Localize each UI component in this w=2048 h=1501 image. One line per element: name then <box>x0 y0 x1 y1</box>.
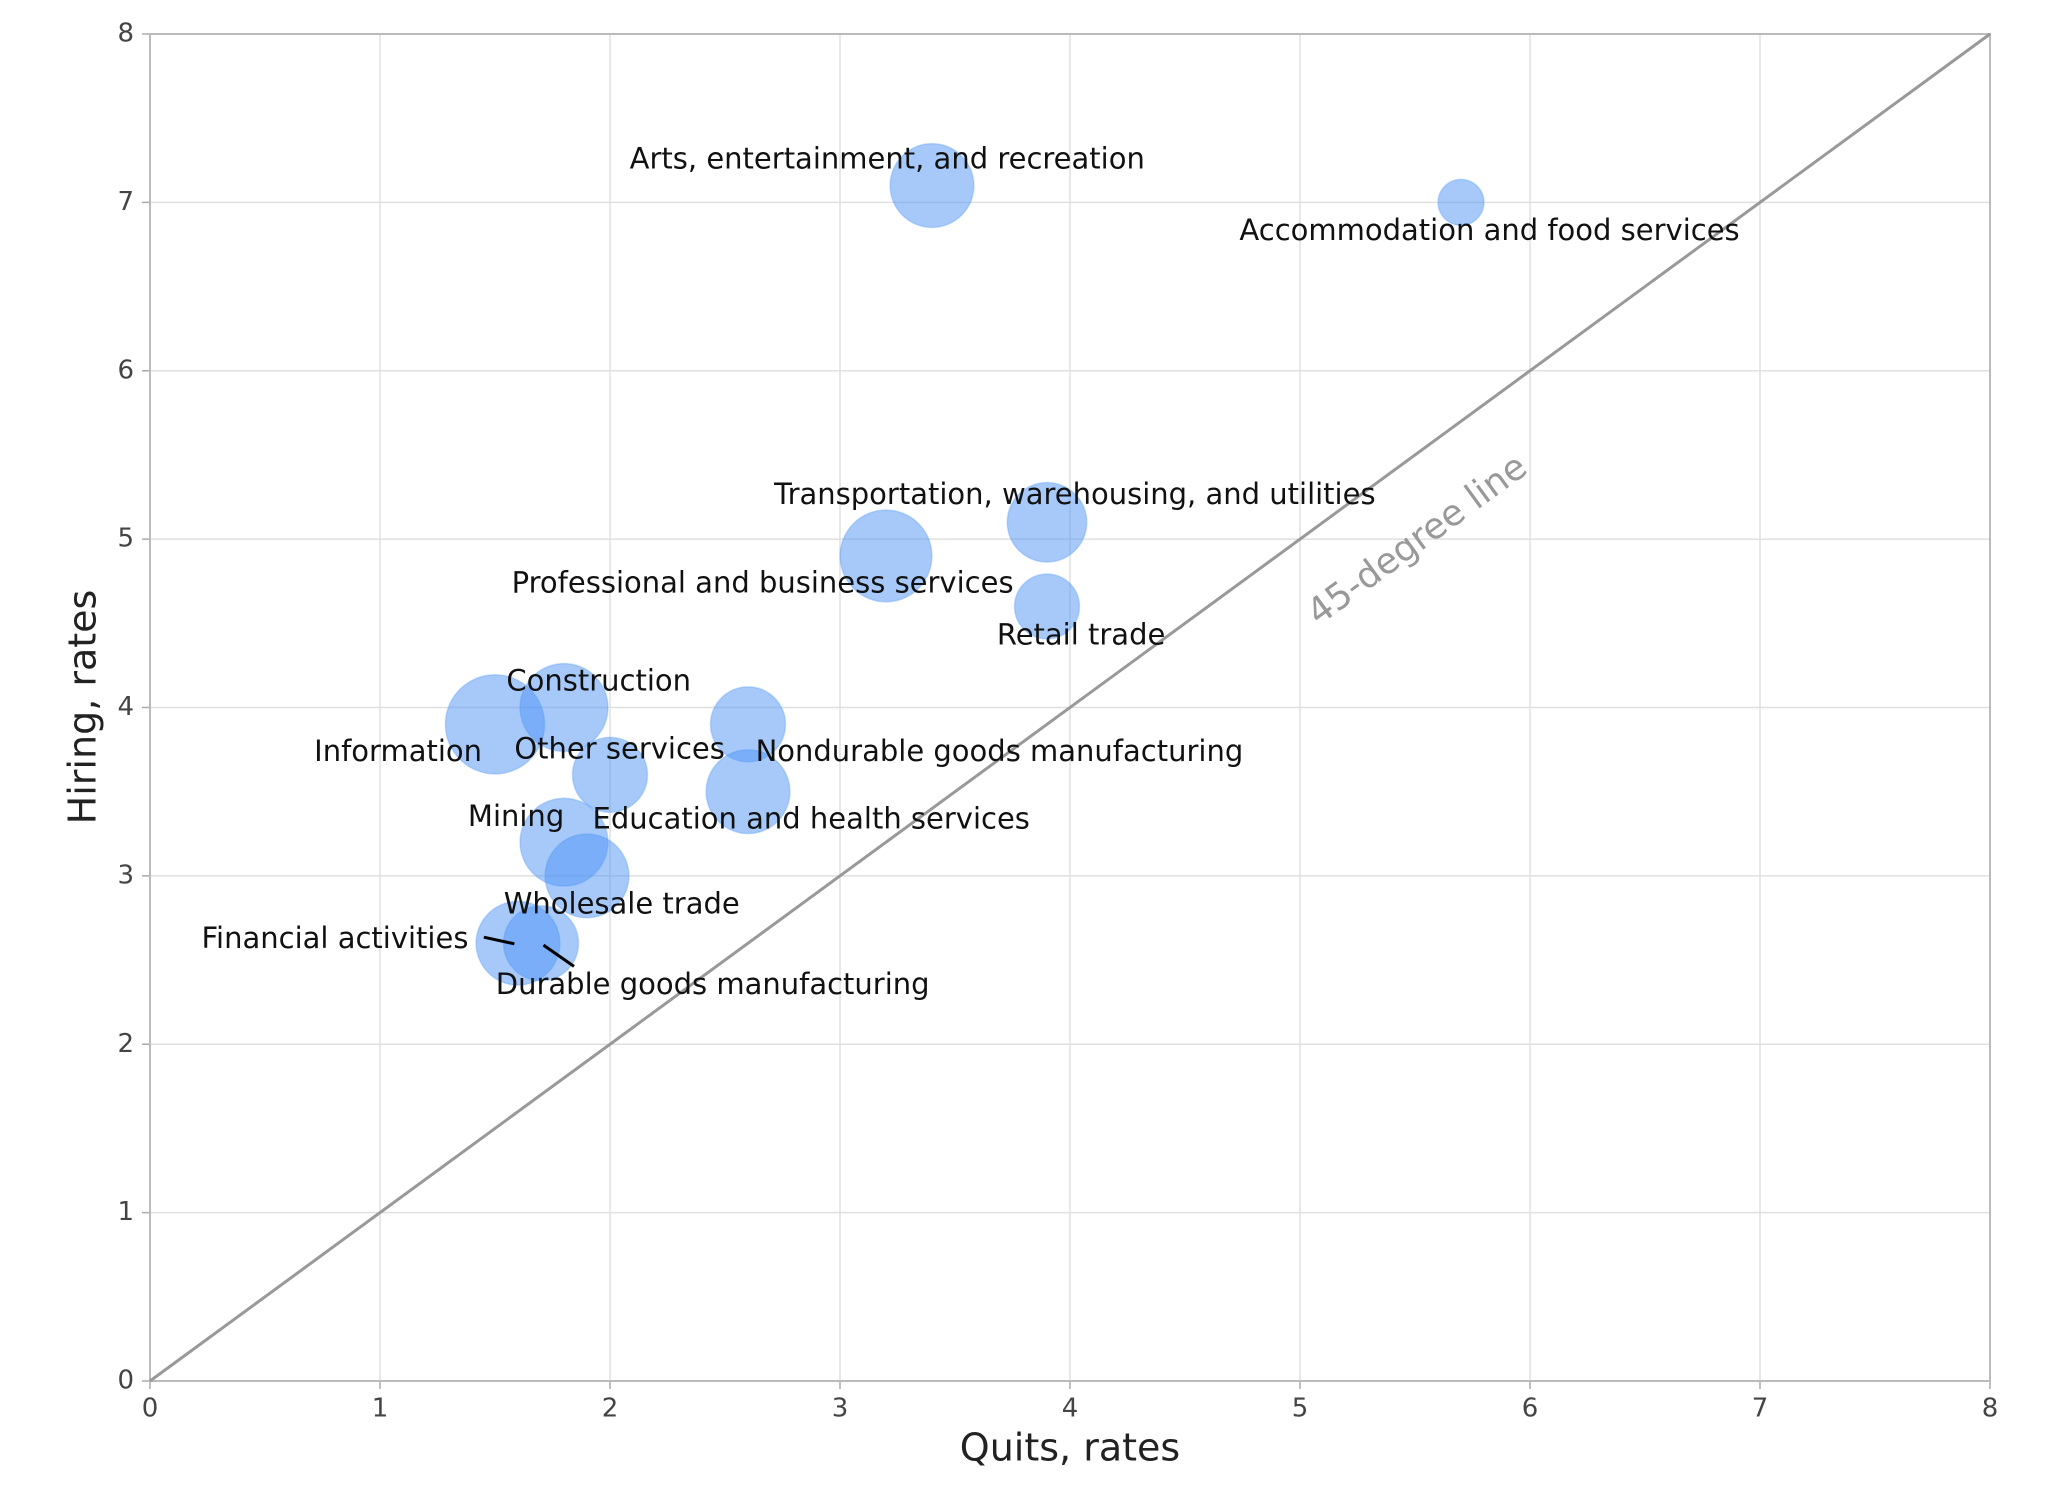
bubble <box>889 142 975 229</box>
x-tick-label: 0 <box>142 1394 159 1424</box>
point-label: Wholesale trade <box>504 886 740 920</box>
x-tick-label: 4 <box>1062 1394 1079 1424</box>
point-label: Mining <box>468 799 564 833</box>
y-tick-label: 3 <box>117 860 134 890</box>
bubble <box>1437 178 1485 227</box>
point-label: Professional and business services <box>512 566 1014 600</box>
bubble <box>1006 481 1088 563</box>
bubble <box>1013 573 1081 640</box>
point-label: Construction <box>506 664 691 698</box>
bubble <box>444 673 546 775</box>
point-label: Arts, entertainment, and recreation <box>630 141 1145 175</box>
y-tick-label: 5 <box>117 524 134 554</box>
y-tick-label: 8 <box>117 19 134 49</box>
x-axis-title: Quits, rates <box>960 1426 1180 1470</box>
plot-frame <box>149 33 1991 1382</box>
x-tick-label: 8 <box>1982 1394 1999 1424</box>
bubble <box>544 833 630 919</box>
bubble <box>502 904 580 982</box>
point-label: Accommodation and food services <box>1239 213 1739 247</box>
y-tick-label: 6 <box>117 355 134 385</box>
x-tick-label: 7 <box>1752 1394 1769 1424</box>
point-label: Education and health services <box>593 802 1030 836</box>
y-tick-label: 1 <box>117 1197 134 1227</box>
point-label: Financial activities <box>201 921 468 955</box>
x-tick-label: 5 <box>1292 1394 1309 1424</box>
y-tick-label: 0 <box>117 1366 134 1396</box>
point-label: Retail trade <box>997 617 1165 651</box>
point-label: Nondurable goods manufacturing <box>756 734 1244 768</box>
leader-line <box>483 935 515 946</box>
leader-line <box>542 943 575 968</box>
point-label: Information <box>314 734 482 768</box>
y-tick-label: 7 <box>117 187 134 217</box>
point-label: Durable goods manufacturing <box>496 967 930 1001</box>
bubble <box>705 749 791 835</box>
bubble <box>571 736 649 814</box>
y-axis-title: Hiring, rates <box>61 590 105 825</box>
x-tick-label: 2 <box>602 1394 619 1424</box>
x-tick-label: 6 <box>1522 1394 1539 1424</box>
reference-line <box>149 32 1991 1383</box>
y-tick-label: 4 <box>117 692 134 722</box>
x-tick-label: 3 <box>832 1394 849 1424</box>
x-tick-label: 1 <box>372 1394 389 1424</box>
bubble <box>839 509 933 603</box>
point-label: Other services <box>514 731 725 765</box>
y-tick-label: 2 <box>117 1029 134 1059</box>
point-label: Transportation, warehousing, and utiliti… <box>773 477 1375 511</box>
